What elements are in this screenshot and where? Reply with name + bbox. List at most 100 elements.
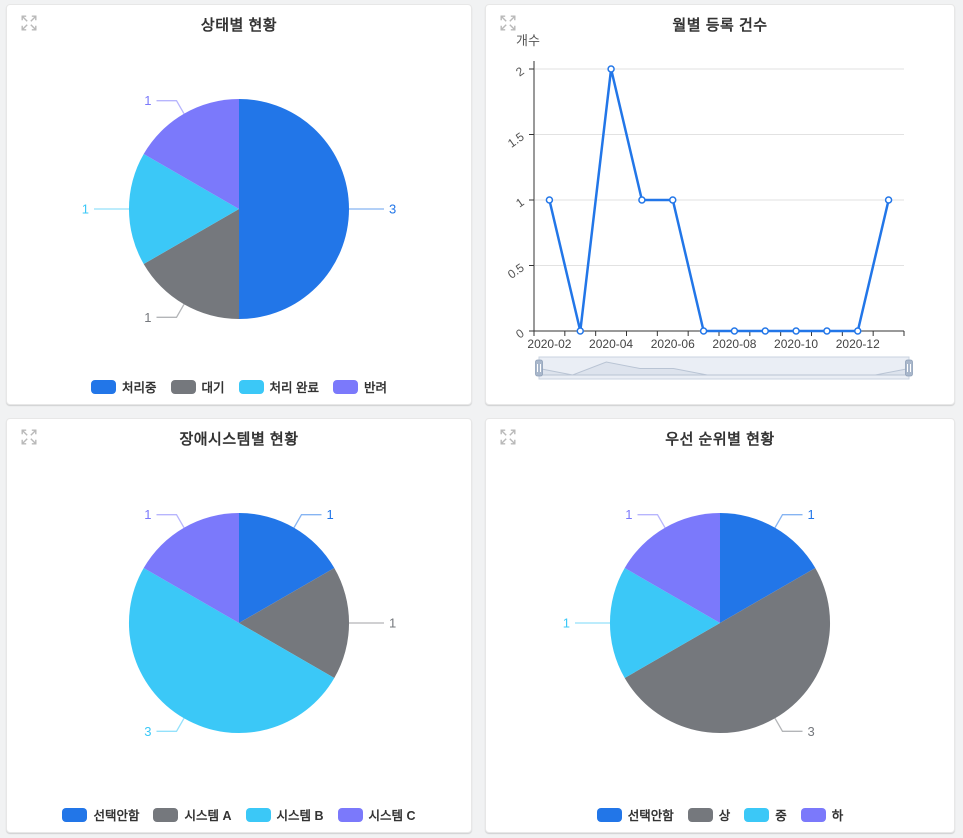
- data-point-marker[interactable]: [854, 327, 862, 335]
- legend-swatch: [333, 379, 358, 394]
- pie-slice[interactable]: [609, 568, 720, 678]
- pie-value-label: 1: [144, 93, 151, 108]
- legend-label: 선택안함: [627, 809, 674, 823]
- legend-item[interactable]: 하: [800, 805, 843, 824]
- legend-swatch: [337, 807, 363, 822]
- data-point-marker[interactable]: [884, 196, 893, 204]
- panel-priority: 우선 순위별 현황 1 3 1 1 선택안함 상 중 하: [485, 418, 955, 833]
- expand-icon: [500, 429, 516, 445]
- pie-chart-canvas[interactable]: 1 3 1 1: [486, 419, 954, 832]
- line-series: [548, 67, 890, 333]
- datazoom-data-profile: [538, 361, 910, 376]
- datazoom-handle[interactable]: [535, 359, 543, 377]
- pie-value-label: 1: [82, 202, 89, 217]
- pie-chart-canvas[interactable]: 3 1 1 1: [7, 5, 471, 404]
- expand-button[interactable]: [496, 426, 520, 450]
- pie-slice[interactable]: [239, 568, 350, 678]
- pie-label-line: [156, 514, 185, 529]
- pie-value-label: 1: [625, 507, 632, 522]
- pie-value-label: 3: [808, 724, 815, 739]
- pie-chart-canvas[interactable]: 1 1 3 1: [7, 419, 471, 832]
- legend-item[interactable]: 선택안함: [596, 805, 674, 824]
- x-tick-label: 2020-10: [774, 337, 818, 351]
- chart-title: 우선 순위별 현황: [665, 431, 775, 448]
- legend-label: 시스템 B: [276, 809, 324, 823]
- pie-slice[interactable]: [624, 568, 831, 734]
- legend-item[interactable]: 중: [744, 805, 787, 824]
- pie-label-line: [293, 514, 322, 529]
- data-point-marker[interactable]: [823, 327, 831, 335]
- expand-icon: [500, 15, 516, 31]
- legend-swatch: [170, 379, 196, 394]
- legend-item[interactable]: 상: [687, 805, 731, 824]
- legend-item[interactable]: 시스템 C: [337, 805, 416, 824]
- x-tick-label: 2020-04: [589, 337, 633, 351]
- pie-value-label: 1: [327, 507, 334, 522]
- legend-swatch: [62, 807, 88, 822]
- x-tick-label: 2020-02: [527, 337, 571, 351]
- legend-item[interactable]: 대기: [170, 377, 225, 396]
- expand-button[interactable]: [496, 12, 520, 36]
- x-tick-label: 2020-12: [836, 337, 880, 351]
- legend-label: 시스템 C: [368, 809, 416, 823]
- chart-legend: 선택안함 상 중 하: [486, 805, 954, 824]
- data-point-marker[interactable]: [730, 327, 739, 335]
- data-point-marker[interactable]: [792, 327, 800, 335]
- pie-value-label: 3: [144, 724, 151, 739]
- legend-label: 상: [718, 809, 731, 823]
- legend-item[interactable]: 시스템 B: [245, 805, 324, 824]
- y-tick-label: 1.5: [505, 129, 527, 150]
- data-point-marker[interactable]: [761, 327, 769, 335]
- legend-swatch: [90, 379, 116, 394]
- pie-label-line: [156, 100, 185, 115]
- legend-item[interactable]: 선택안함: [62, 805, 139, 824]
- pie-value-label: 1: [389, 616, 396, 631]
- legend-item[interactable]: 처리 완료: [238, 377, 319, 396]
- pie-slice[interactable]: [143, 513, 239, 623]
- pie-label-line: [637, 514, 666, 529]
- expand-button[interactable]: [17, 12, 41, 36]
- legend-item[interactable]: 처리중: [90, 377, 157, 396]
- datazoom-handle[interactable]: [905, 359, 913, 377]
- pie-value-label: 1: [563, 616, 570, 631]
- expand-button[interactable]: [17, 426, 41, 450]
- legend-label: 반려: [364, 381, 388, 395]
- line-chart-canvas[interactable]: 0 0.5 1 1.5 2 2020-02 2020-04 2020-06 2020-08 202…: [486, 5, 954, 404]
- legend-swatch: [687, 807, 713, 822]
- legend-label: 처리 완료: [269, 381, 319, 395]
- legend-swatch: [744, 807, 770, 822]
- x-tick-label: 2020-08: [712, 337, 756, 351]
- legend-swatch: [238, 379, 264, 394]
- panel-system: 장애시스템별 현황 1 1 3 1 선택안함 시스템 A 시스템 B 시스템 C: [6, 418, 472, 833]
- pie-label-line: [774, 717, 803, 732]
- pie-label-line: [156, 303, 185, 318]
- y-tick-label: 1: [513, 195, 527, 210]
- data-point-marker[interactable]: [545, 196, 554, 204]
- pie-slice[interactable]: [143, 209, 239, 319]
- pie-label-line: [156, 717, 185, 732]
- data-point-marker[interactable]: [669, 196, 677, 204]
- pie-label-line: [774, 514, 803, 529]
- data-point-marker[interactable]: [699, 327, 708, 335]
- pie-slice[interactable]: [128, 154, 239, 264]
- legend-item[interactable]: 반려: [333, 377, 387, 396]
- data-point-marker[interactable]: [638, 196, 646, 204]
- pie-value-label: 3: [389, 202, 396, 217]
- pie-slice[interactable]: [239, 513, 335, 623]
- pie-slice[interactable]: [143, 98, 239, 209]
- pie-value-label: 1: [144, 310, 151, 325]
- legend-swatch: [153, 807, 179, 822]
- data-point-marker[interactable]: [607, 65, 615, 73]
- chart-title: 월별 등록 건수: [672, 17, 768, 34]
- y-axis-name: 개수: [516, 33, 540, 48]
- pie-slice[interactable]: [720, 513, 816, 623]
- legend-swatch: [596, 807, 622, 822]
- pie-slice[interactable]: [239, 99, 349, 319]
- pie-slice[interactable]: [128, 568, 335, 734]
- legend-item[interactable]: 시스템 A: [153, 805, 232, 824]
- data-point-marker[interactable]: [576, 327, 584, 335]
- panel-status: 상태별 현황 3 1 1 1 처리중 대기 처리 완료 반려: [6, 4, 472, 405]
- pie-slice[interactable]: [624, 513, 720, 623]
- chart-legend: 처리중 대기 처리 완료 반려: [7, 377, 471, 396]
